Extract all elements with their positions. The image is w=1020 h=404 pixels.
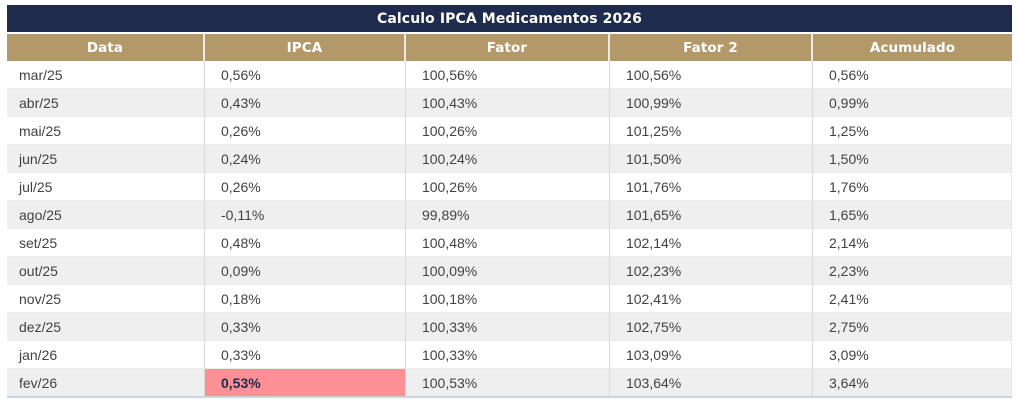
cell-data: jun/25 xyxy=(7,145,205,173)
table-row: fev/26 0,53% 100,53% 103,64% 3,64% xyxy=(7,369,1012,396)
cell-ipca-highlighted: 0,53% xyxy=(204,369,406,396)
cell-fator2: 101,65% xyxy=(609,201,813,229)
cell-ipca: 0,26% xyxy=(204,173,406,201)
table-row: nov/25 0,18% 100,18% 102,41% 2,41% xyxy=(7,285,1012,313)
cell-fator2: 102,23% xyxy=(609,257,813,285)
cell-ipca: 0,43% xyxy=(204,89,406,117)
cell-data: mar/25 xyxy=(7,61,205,89)
cell-acumulado: 1,25% xyxy=(812,117,1012,145)
column-header-ipca: IPCA xyxy=(204,34,406,61)
cell-data: abr/25 xyxy=(7,89,205,117)
cell-ipca: 0,26% xyxy=(204,117,406,145)
cell-data: mai/25 xyxy=(7,117,205,145)
cell-fator: 100,43% xyxy=(405,89,610,117)
cell-fator2: 103,09% xyxy=(609,341,813,369)
cell-data: jan/26 xyxy=(7,341,205,369)
cell-acumulado: 2,75% xyxy=(812,313,1012,341)
table-row: ago/25 -0,11% 99,89% 101,65% 1,65% xyxy=(7,201,1012,229)
table-row: mai/25 0,26% 100,26% 101,25% 1,25% xyxy=(7,117,1012,145)
cell-fator: 100,48% xyxy=(405,229,610,257)
cell-data: ago/25 xyxy=(7,201,205,229)
cell-ipca: 0,56% xyxy=(204,61,406,89)
cell-fator: 100,09% xyxy=(405,257,610,285)
table-row: dez/25 0,33% 100,33% 102,75% 2,75% xyxy=(7,313,1012,341)
cell-fator: 100,56% xyxy=(405,61,610,89)
column-header-acumulado: Acumulado xyxy=(812,34,1012,61)
cell-fator2: 101,25% xyxy=(609,117,813,145)
cell-data: set/25 xyxy=(7,229,205,257)
cell-fator2: 101,76% xyxy=(609,173,813,201)
cell-ipca: 0,09% xyxy=(204,257,406,285)
cell-fator2: 100,99% xyxy=(609,89,813,117)
cell-ipca: 0,24% xyxy=(204,145,406,173)
cell-ipca: 0,48% xyxy=(204,229,406,257)
cell-acumulado: 0,56% xyxy=(812,61,1012,89)
column-header-fator2: Fator 2 xyxy=(609,34,813,61)
cell-data: jul/25 xyxy=(7,173,205,201)
cell-fator2: 101,50% xyxy=(609,145,813,173)
cell-data: out/25 xyxy=(7,257,205,285)
cell-acumulado: 0,99% xyxy=(812,89,1012,117)
cell-fator2: 100,56% xyxy=(609,61,813,89)
cell-fator2: 102,41% xyxy=(609,285,813,313)
cell-ipca: 0,33% xyxy=(204,313,406,341)
cell-acumulado: 2,23% xyxy=(812,257,1012,285)
cell-acumulado: 2,41% xyxy=(812,285,1012,313)
cell-acumulado: 3,09% xyxy=(812,341,1012,369)
cell-fator: 100,18% xyxy=(405,285,610,313)
table-row: jan/26 0,33% 100,33% 103,09% 3,09% xyxy=(7,341,1012,369)
cell-fator2: 103,64% xyxy=(609,369,813,396)
title-bar: Calculo IPCA Medicamentos 2026 xyxy=(7,5,1012,32)
cell-ipca: -0,11% xyxy=(204,201,406,229)
cell-fator: 100,26% xyxy=(405,117,610,145)
table-row: jun/25 0,24% 100,24% 101,50% 1,50% xyxy=(7,145,1012,173)
cell-ipca: 0,33% xyxy=(204,341,406,369)
cell-fator: 100,26% xyxy=(405,173,610,201)
cell-fator: 100,33% xyxy=(405,313,610,341)
cell-fator: 100,53% xyxy=(405,369,610,396)
cell-acumulado: 3,64% xyxy=(812,369,1012,396)
cell-fator: 99,89% xyxy=(405,201,610,229)
cell-acumulado: 1,76% xyxy=(812,173,1012,201)
cell-fator2: 102,75% xyxy=(609,313,813,341)
table-body: mar/25 0,56% 100,56% 100,56% 0,56% abr/2… xyxy=(7,61,1012,396)
cell-fator2: 102,14% xyxy=(609,229,813,257)
cell-data: dez/25 xyxy=(7,313,205,341)
page-title: Calculo IPCA Medicamentos 2026 xyxy=(376,10,643,27)
ipca-table: Data IPCA Fator Fator 2 Acumulado mar/25… xyxy=(7,34,1012,398)
cell-ipca: 0,18% xyxy=(204,285,406,313)
table-row: jul/25 0,26% 100,26% 101,76% 1,76% xyxy=(7,173,1012,201)
column-header-data: Data xyxy=(7,34,205,61)
header-row: Data IPCA Fator Fator 2 Acumulado xyxy=(7,34,1012,61)
cell-acumulado: 1,65% xyxy=(812,201,1012,229)
cell-fator: 100,33% xyxy=(405,341,610,369)
cell-fator: 100,24% xyxy=(405,145,610,173)
table-row: abr/25 0,43% 100,43% 100,99% 0,99% xyxy=(7,89,1012,117)
cell-acumulado: 2,14% xyxy=(812,229,1012,257)
column-header-fator: Fator xyxy=(405,34,610,61)
cell-data: fev/26 xyxy=(7,369,205,396)
cell-data: nov/25 xyxy=(7,285,205,313)
table-header: Data IPCA Fator Fator 2 Acumulado xyxy=(7,34,1012,61)
cell-acumulado: 1,50% xyxy=(812,145,1012,173)
table-row: set/25 0,48% 100,48% 102,14% 2,14% xyxy=(7,229,1012,257)
table-row: out/25 0,09% 100,09% 102,23% 2,23% xyxy=(7,257,1012,285)
table-row: mar/25 0,56% 100,56% 100,56% 0,56% xyxy=(7,61,1012,89)
